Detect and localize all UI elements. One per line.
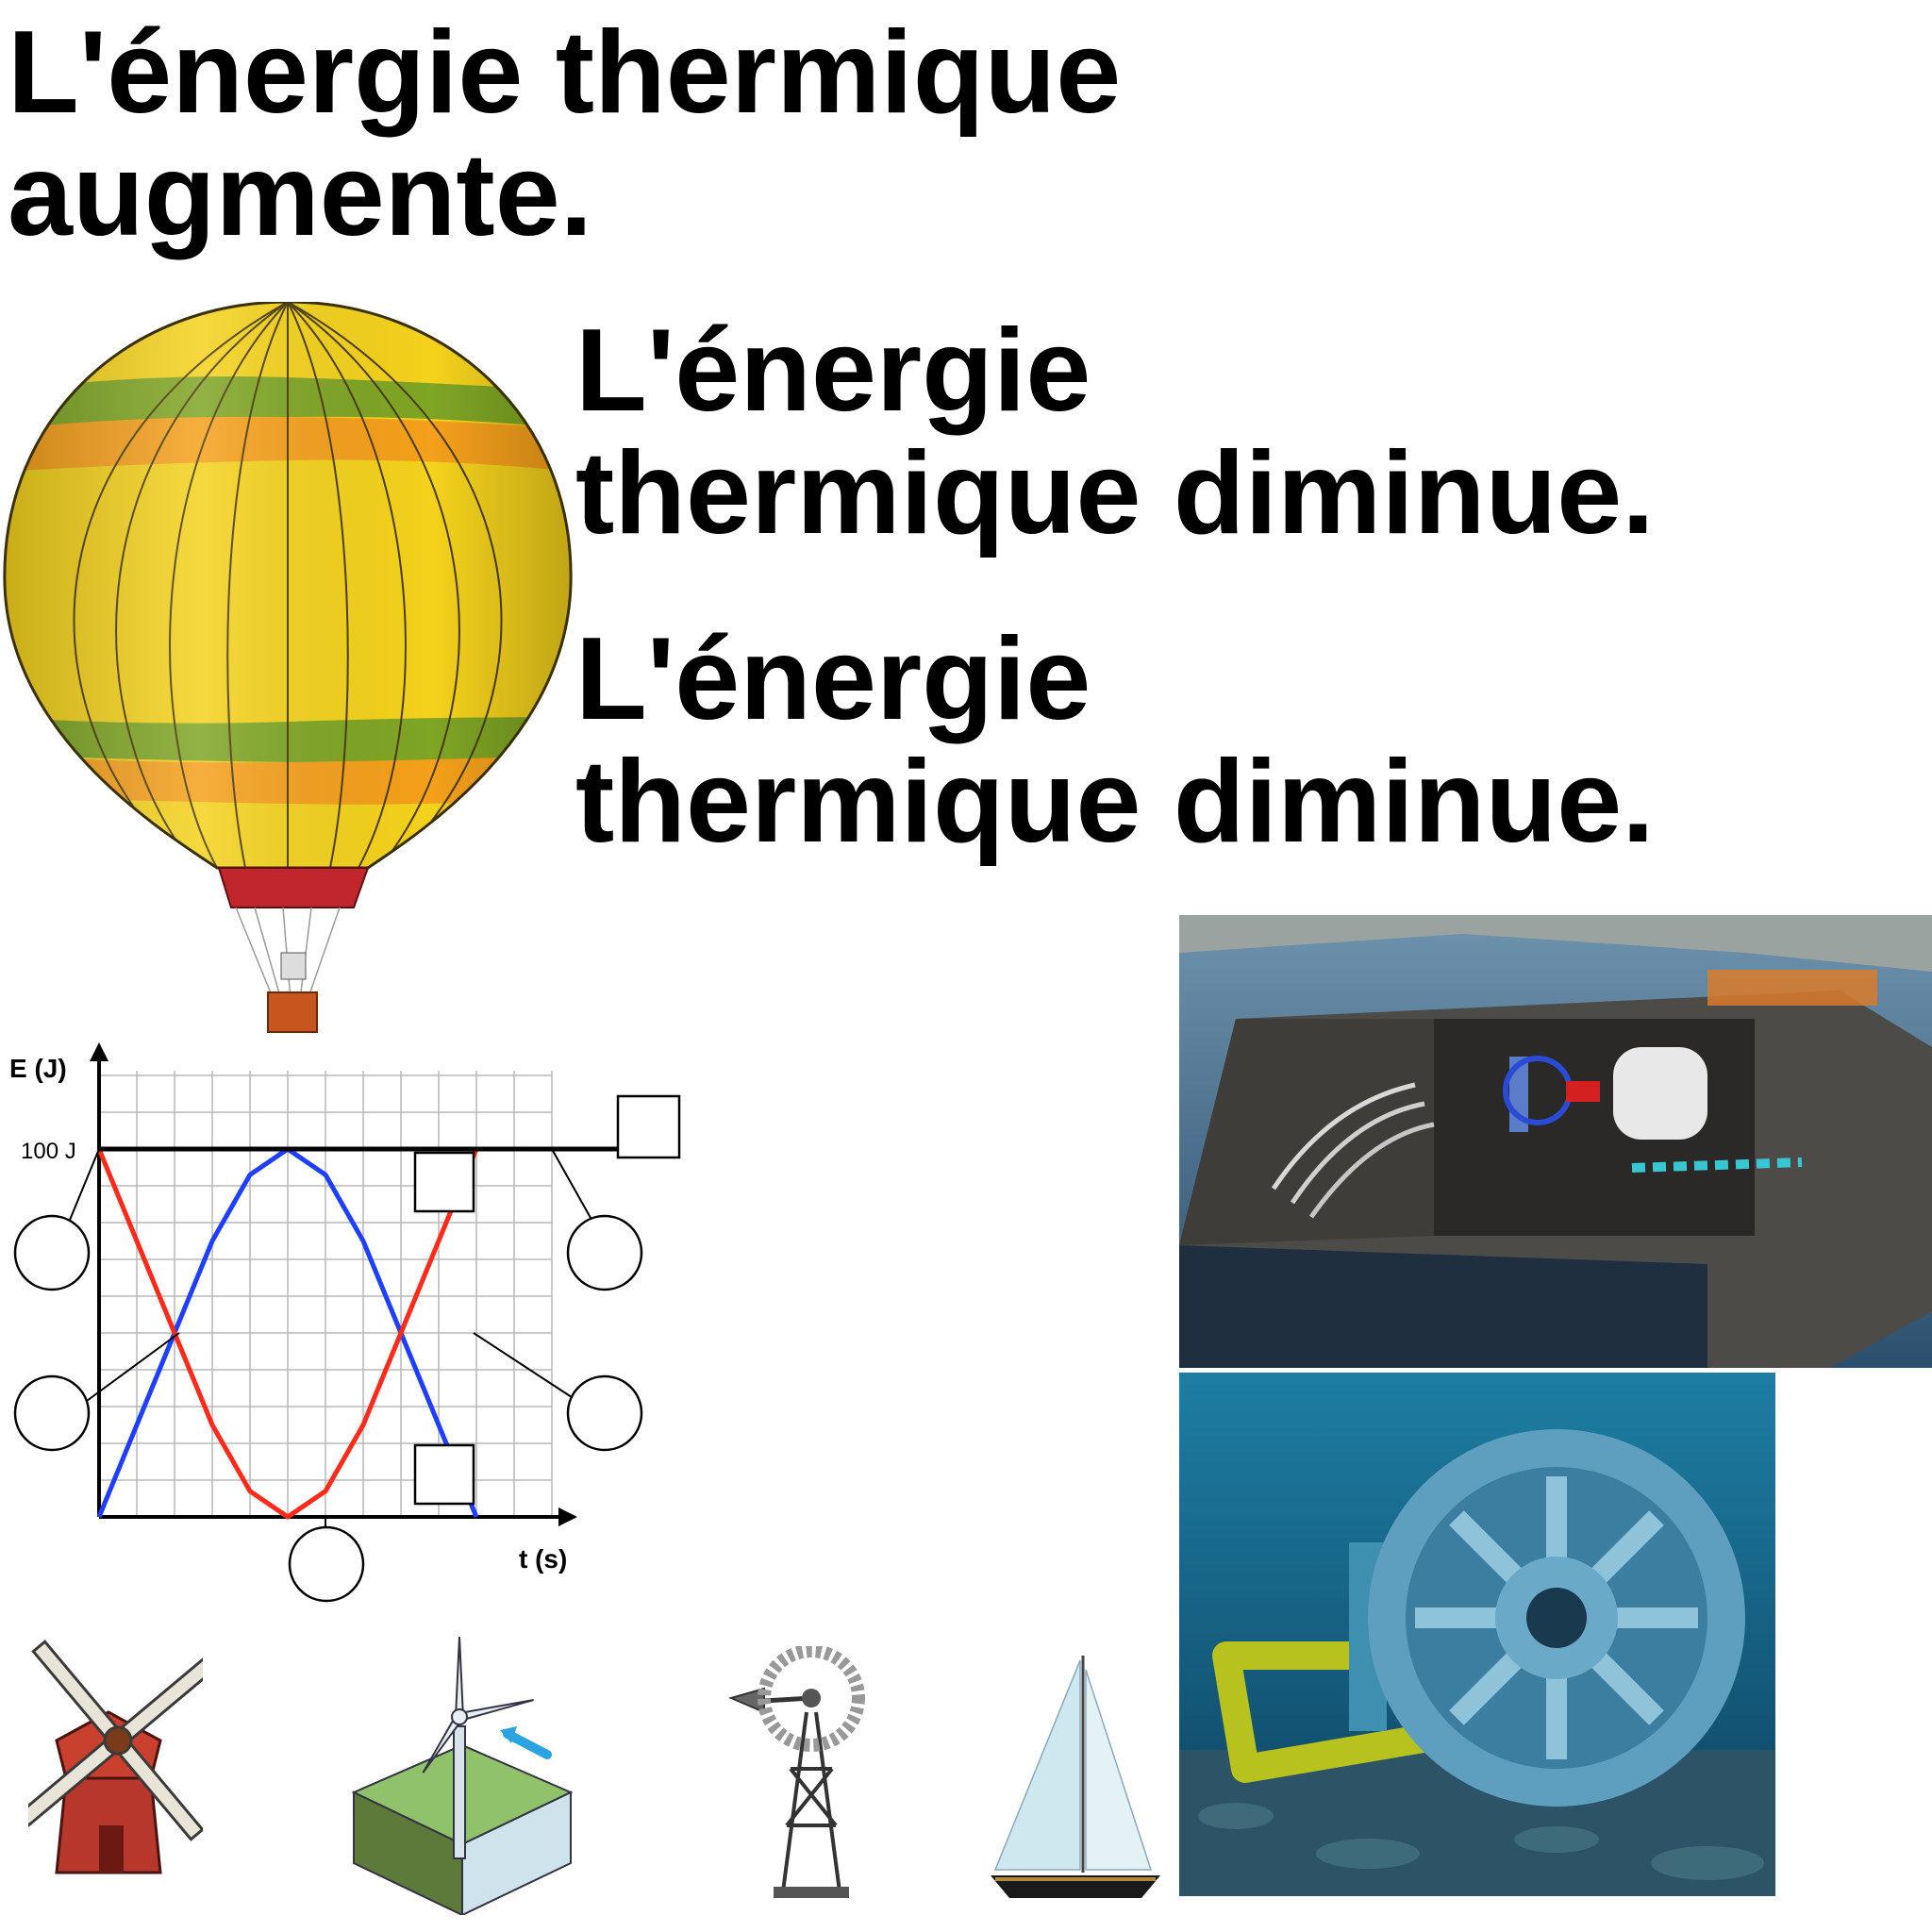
total-energy-label: 100 J [21, 1139, 76, 1164]
answer-box[interactable] [616, 1094, 681, 1159]
x-axis-label: t (s) [519, 1544, 567, 1574]
headline-line: augmente. [8, 130, 593, 260]
headline-thermal-increases: L'énergie thermique augmente. [8, 11, 1121, 257]
wave-energy-plant-photo [1179, 915, 1932, 1368]
headline-line: L'énergie [575, 306, 1091, 436]
answer-circle[interactable] [13, 1374, 91, 1452]
graph-grid [98, 1071, 553, 1518]
graph-series [96, 1146, 618, 1520]
answer-circle[interactable] [13, 1214, 91, 1291]
farm-windpump-icon [728, 1646, 865, 1898]
y-axis-label: E (J) [9, 1054, 67, 1083]
answer-circle[interactable] [566, 1374, 643, 1452]
hot-air-balloon-icon [3, 302, 573, 1033]
x-axis-arrow [558, 1507, 577, 1526]
series-red-line [96, 1148, 479, 1520]
energy-graph: E (J) t (s) 100 J [9, 1042, 681, 1603]
answer-box[interactable] [413, 1443, 475, 1506]
headline-line: L'énergie [575, 614, 1091, 744]
wind-turbine-icon [351, 1636, 574, 1915]
headline-line: thermique diminue. [575, 737, 1655, 867]
headline-thermal-decreases-repeat: L'énergie thermique diminue. [575, 618, 1655, 863]
tidal-turbine-photo [1179, 1373, 1775, 1896]
answer-box[interactable] [413, 1151, 475, 1213]
windmill-icon [28, 1640, 203, 1874]
headline-thermal-decreases: L'énergie thermique diminue. [575, 309, 1655, 555]
headline-line: L'énergie thermique [8, 8, 1122, 138]
answer-circle[interactable] [288, 1525, 365, 1603]
y-axis-arrow [90, 1042, 108, 1061]
answer-circle[interactable] [566, 1214, 643, 1291]
sailboat-icon [991, 1656, 1160, 1898]
headline-line: thermique diminue. [575, 428, 1655, 558]
